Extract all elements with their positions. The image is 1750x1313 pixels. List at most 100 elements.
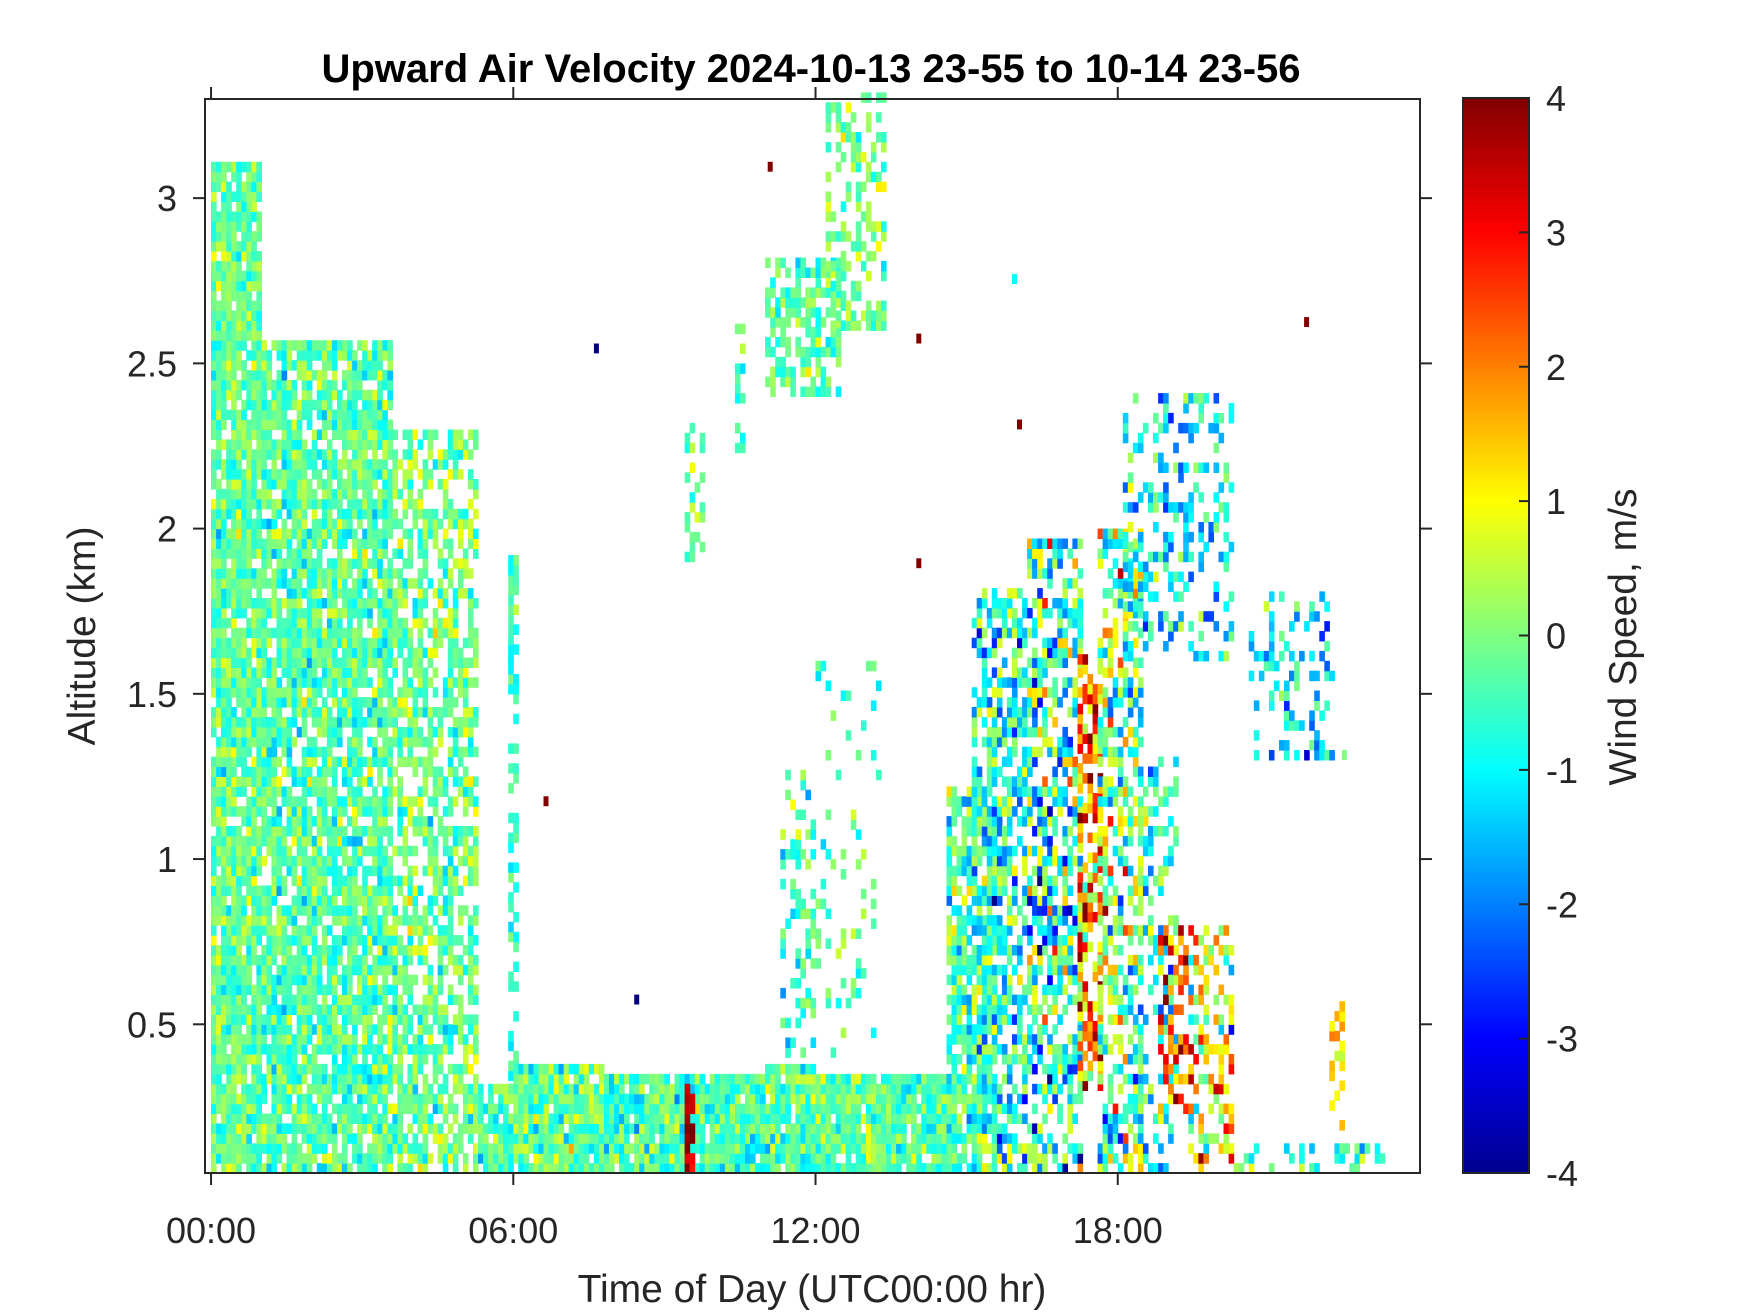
heatmap-cell	[855, 151, 862, 163]
heatmap-cell	[911, 1103, 917, 1115]
heatmap-cell	[422, 915, 429, 926]
heatmap-cell	[281, 687, 288, 698]
heatmap-cell	[508, 1093, 514, 1105]
heatmap-cell	[372, 588, 378, 599]
heatmap-cell	[916, 1143, 922, 1154]
heatmap-cell	[810, 287, 817, 298]
heatmap-cell	[407, 578, 414, 589]
heatmap-cell	[372, 409, 378, 421]
heatmap-cell	[377, 419, 383, 430]
heatmap-cell	[311, 598, 318, 609]
heatmap-cell	[231, 598, 237, 609]
heatmap-cell	[367, 350, 373, 361]
heatmap-cell	[226, 796, 232, 807]
heatmap-cell	[891, 1073, 897, 1085]
heatmap-cell	[296, 816, 303, 827]
heatmap-cell	[392, 707, 398, 718]
heatmap-cell	[709, 1143, 716, 1154]
heatmap-cell	[291, 697, 298, 708]
heatmap-cell	[397, 806, 403, 817]
heatmap-cell	[508, 862, 514, 873]
heatmap-cell	[216, 578, 222, 589]
heatmap-cell	[221, 320, 227, 331]
heatmap-cell	[865, 1163, 872, 1174]
heatmap-cell	[256, 350, 262, 361]
heatmap-cell	[261, 439, 267, 450]
heatmap-cell	[775, 366, 781, 378]
heatmap-cell	[357, 707, 363, 718]
heatmap-cell	[488, 1083, 494, 1095]
heatmap-cell	[719, 1093, 726, 1105]
heatmap-cell	[452, 796, 459, 807]
heatmap-cell	[311, 469, 318, 480]
heatmap-cell	[241, 528, 247, 540]
heatmap-cell	[256, 1054, 262, 1065]
heatmap-cell	[422, 954, 429, 966]
heatmap-cell	[392, 786, 398, 797]
heatmap-cell	[901, 1123, 907, 1134]
heatmap-cell	[251, 736, 257, 748]
heatmap-cell	[870, 1133, 877, 1144]
heatmap-cell	[614, 1103, 620, 1115]
heatmap-cell	[770, 1113, 776, 1124]
heatmap-cell	[417, 469, 424, 480]
heatmap-cell	[342, 488, 348, 500]
heatmap-cell	[372, 865, 378, 877]
heatmap-cell	[301, 647, 308, 659]
heatmap-cell	[392, 429, 398, 440]
heatmap-cell	[362, 885, 368, 896]
heatmap-cell	[820, 386, 827, 397]
heatmap-cell	[352, 1143, 358, 1154]
heatmap-cell	[231, 231, 237, 242]
heatmap-cell	[236, 935, 242, 946]
heatmap-cell	[271, 508, 278, 520]
heatmap-cell	[684, 522, 691, 533]
heatmap-cell	[387, 935, 393, 946]
heatmap-cell	[367, 528, 373, 540]
heatmap-cell	[543, 1123, 550, 1134]
heatmap-cell	[800, 908, 806, 920]
heatmap-cell	[558, 1163, 565, 1174]
heatmap-cell	[296, 707, 303, 718]
heatmap-cell	[337, 419, 343, 430]
heatmap-cell	[382, 607, 388, 619]
heatmap-cell	[755, 1073, 761, 1085]
heatmap-cell	[216, 399, 222, 411]
heatmap-cell	[896, 1093, 902, 1105]
heatmap-cell	[488, 1113, 494, 1124]
heatmap-cell	[946, 1163, 953, 1174]
heatmap-cell	[896, 1073, 902, 1085]
heatmap-cell	[221, 260, 227, 272]
heatmap-cell	[306, 528, 313, 540]
heatmap-cell	[357, 647, 363, 659]
heatmap-cell	[473, 1024, 479, 1035]
heatmap-cell	[347, 488, 353, 500]
heatmap-cell	[604, 1113, 610, 1124]
heatmap-cell	[382, 667, 388, 678]
heatmap-cell	[316, 954, 323, 966]
heatmap-cell	[457, 954, 464, 966]
heatmap-cell	[286, 1123, 293, 1134]
heatmap-cell	[800, 968, 806, 979]
heatmap-cell	[362, 1073, 368, 1085]
heatmap-cell	[931, 1103, 937, 1115]
heatmap-cell	[337, 835, 343, 847]
heatmap-cell	[306, 1004, 313, 1015]
heatmap-cell	[326, 746, 333, 758]
heatmap-cell	[593, 1083, 600, 1095]
heatmap-cell	[876, 171, 882, 183]
heatmap-cell	[321, 598, 328, 609]
heatmap-cell	[221, 508, 227, 520]
heatmap-cell	[342, 1004, 348, 1015]
heatmap-cell	[447, 875, 454, 887]
heatmap-cell	[830, 1103, 837, 1115]
heatmap-cell	[226, 260, 232, 272]
heatmap-cell	[352, 1153, 358, 1164]
heatmap-cell	[261, 1093, 267, 1105]
heatmap-cell	[724, 1083, 731, 1095]
heatmap-cell	[306, 915, 313, 926]
heatmap-cell	[855, 1073, 862, 1085]
heatmap-cell	[367, 905, 373, 916]
heatmap-cell	[246, 1133, 252, 1144]
heatmap-cell	[216, 528, 222, 540]
